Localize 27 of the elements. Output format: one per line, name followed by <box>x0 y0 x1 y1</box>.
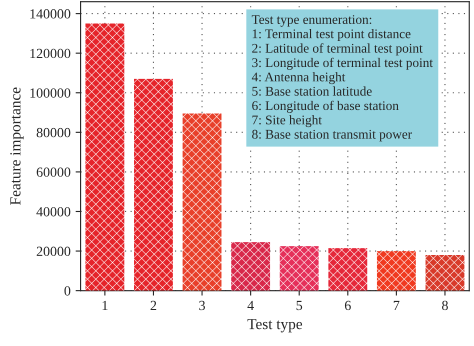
bar <box>376 251 416 291</box>
x-tick-label: 8 <box>442 300 448 310</box>
x-tick-label: 2 <box>150 300 156 310</box>
bar <box>134 78 173 291</box>
x-tick-label: 3 <box>199 300 205 310</box>
bar <box>328 248 368 291</box>
y-tick-label: 40000 <box>36 207 70 216</box>
bar <box>426 255 464 291</box>
y-tick-label: 60000 <box>36 167 70 177</box>
y-tick-label: 100000 <box>30 88 70 98</box>
y-tick-label: 120000 <box>30 48 70 58</box>
bar <box>280 246 319 291</box>
x-axis-title: Test type <box>248 319 302 332</box>
bar <box>231 242 270 291</box>
y-tick-label: 140000 <box>30 9 70 19</box>
x-tick-label: 1 <box>102 300 108 310</box>
bar <box>85 23 124 291</box>
x-tick-label: 6 <box>344 300 351 310</box>
x-tick-label: 4 <box>247 300 254 310</box>
y-tick-label: 80000 <box>36 128 70 138</box>
y-axis-title: Feature importance <box>10 88 24 205</box>
y-tick-label: 20000 <box>36 246 70 256</box>
y-tick-label: 0 <box>64 286 70 296</box>
text: Test type enumeration: 1: Terminal test point distance 2: Latitude of terminal test point 3: Longitude of terminal test point 4: Antenna height 5: Base station latitude 6: Longitude of base station 7: Site height 8: Base station transmit power <box>252 15 433 142</box>
x-tick-label: 7 <box>394 300 400 310</box>
x-tick-label: 5 <box>296 300 302 310</box>
bar <box>182 114 222 291</box>
